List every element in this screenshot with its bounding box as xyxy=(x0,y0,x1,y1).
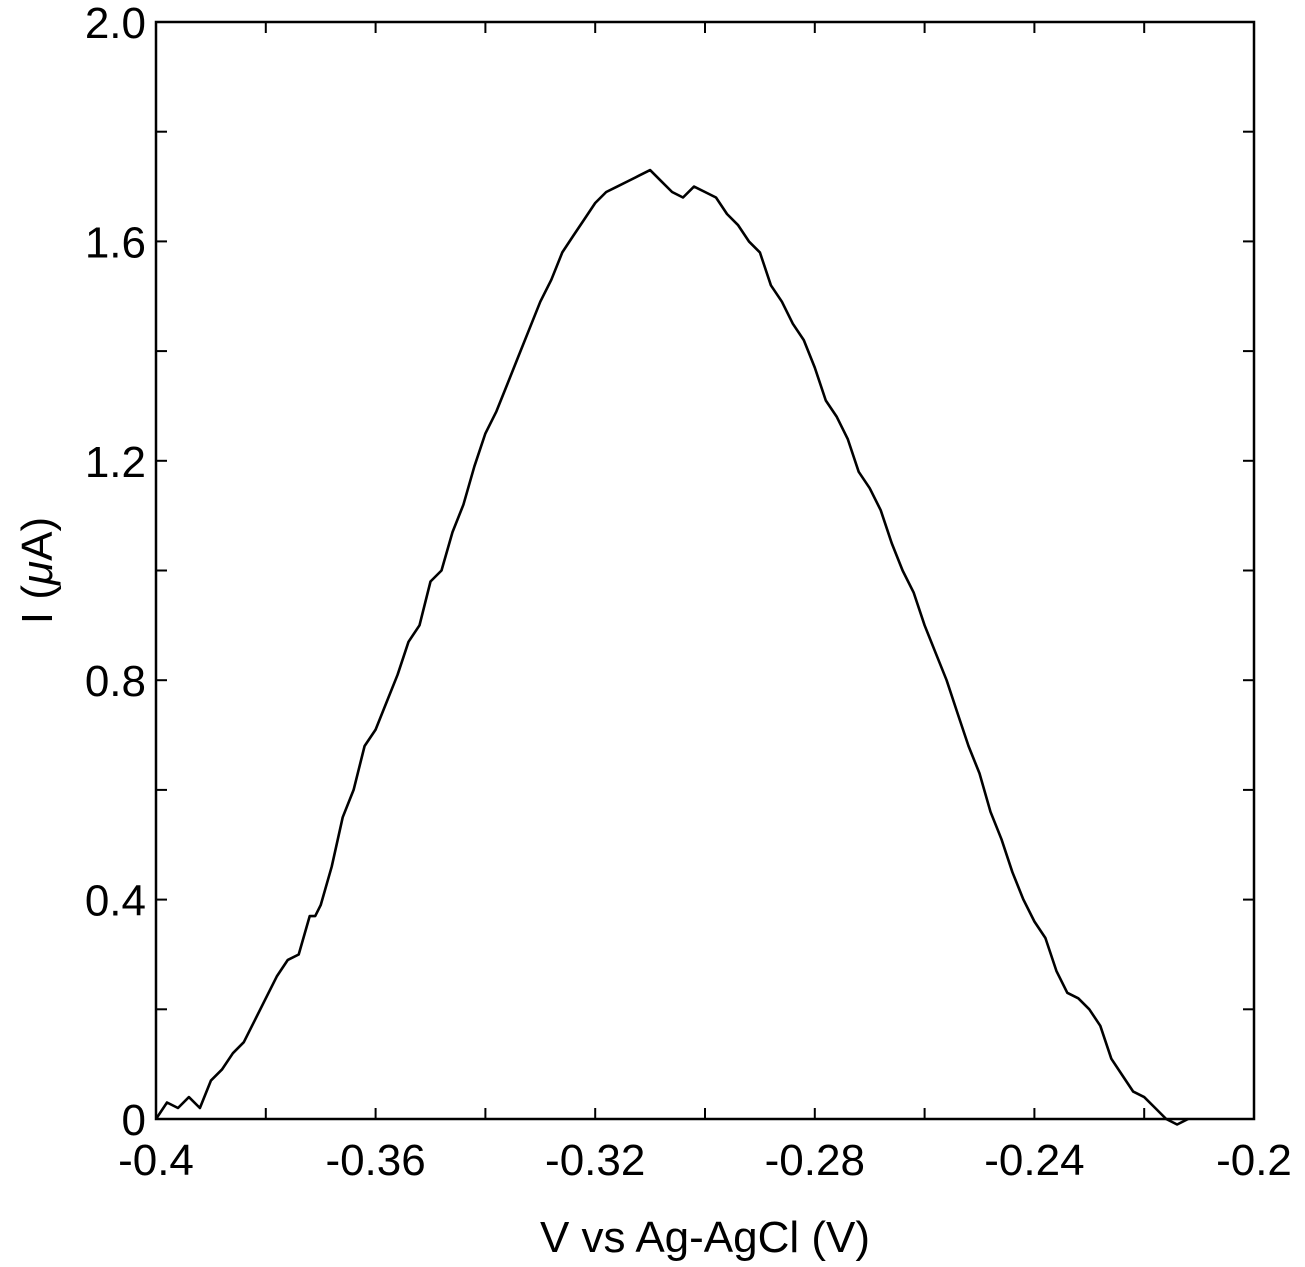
y-tick-label: 0.4 xyxy=(85,877,146,926)
y-tick-label: 1.6 xyxy=(85,218,146,267)
y-tick-label: 0.8 xyxy=(85,657,146,706)
y-axis-label-mu: μ xyxy=(13,561,62,586)
y-tick-label: 2.0 xyxy=(85,0,146,48)
y-axis-label: I (μA) xyxy=(13,517,62,624)
x-tick-label: -0.32 xyxy=(545,1136,645,1185)
plot-frame xyxy=(154,20,1256,1121)
y-axis-label-prefix: I ( xyxy=(13,585,62,624)
y-tick-label: 0 xyxy=(122,1096,146,1145)
minor-ticks xyxy=(156,22,1254,1119)
major-ticks xyxy=(155,21,1255,1120)
x-tick-label: -0.4 xyxy=(118,1136,194,1185)
y-tick-labels: 0 0.4 0.8 1.2 1.6 2.0 xyxy=(85,0,146,1145)
x-tick-label: -0.24 xyxy=(984,1136,1084,1185)
y-axis-label-suffix: A) xyxy=(13,517,62,561)
x-tick-label: -0.28 xyxy=(765,1136,865,1185)
x-tick-label: -0.36 xyxy=(325,1136,425,1185)
series-line xyxy=(154,168,1189,1126)
x-tick-labels: -0.4 -0.36 -0.32 -0.28 -0.24 -0.2 xyxy=(118,1136,1292,1185)
x-axis-label: V vs Ag-AgCl (V) xyxy=(540,1213,870,1262)
x-tick-label: -0.2 xyxy=(1216,1136,1292,1185)
y-tick-label: 1.2 xyxy=(85,438,146,487)
